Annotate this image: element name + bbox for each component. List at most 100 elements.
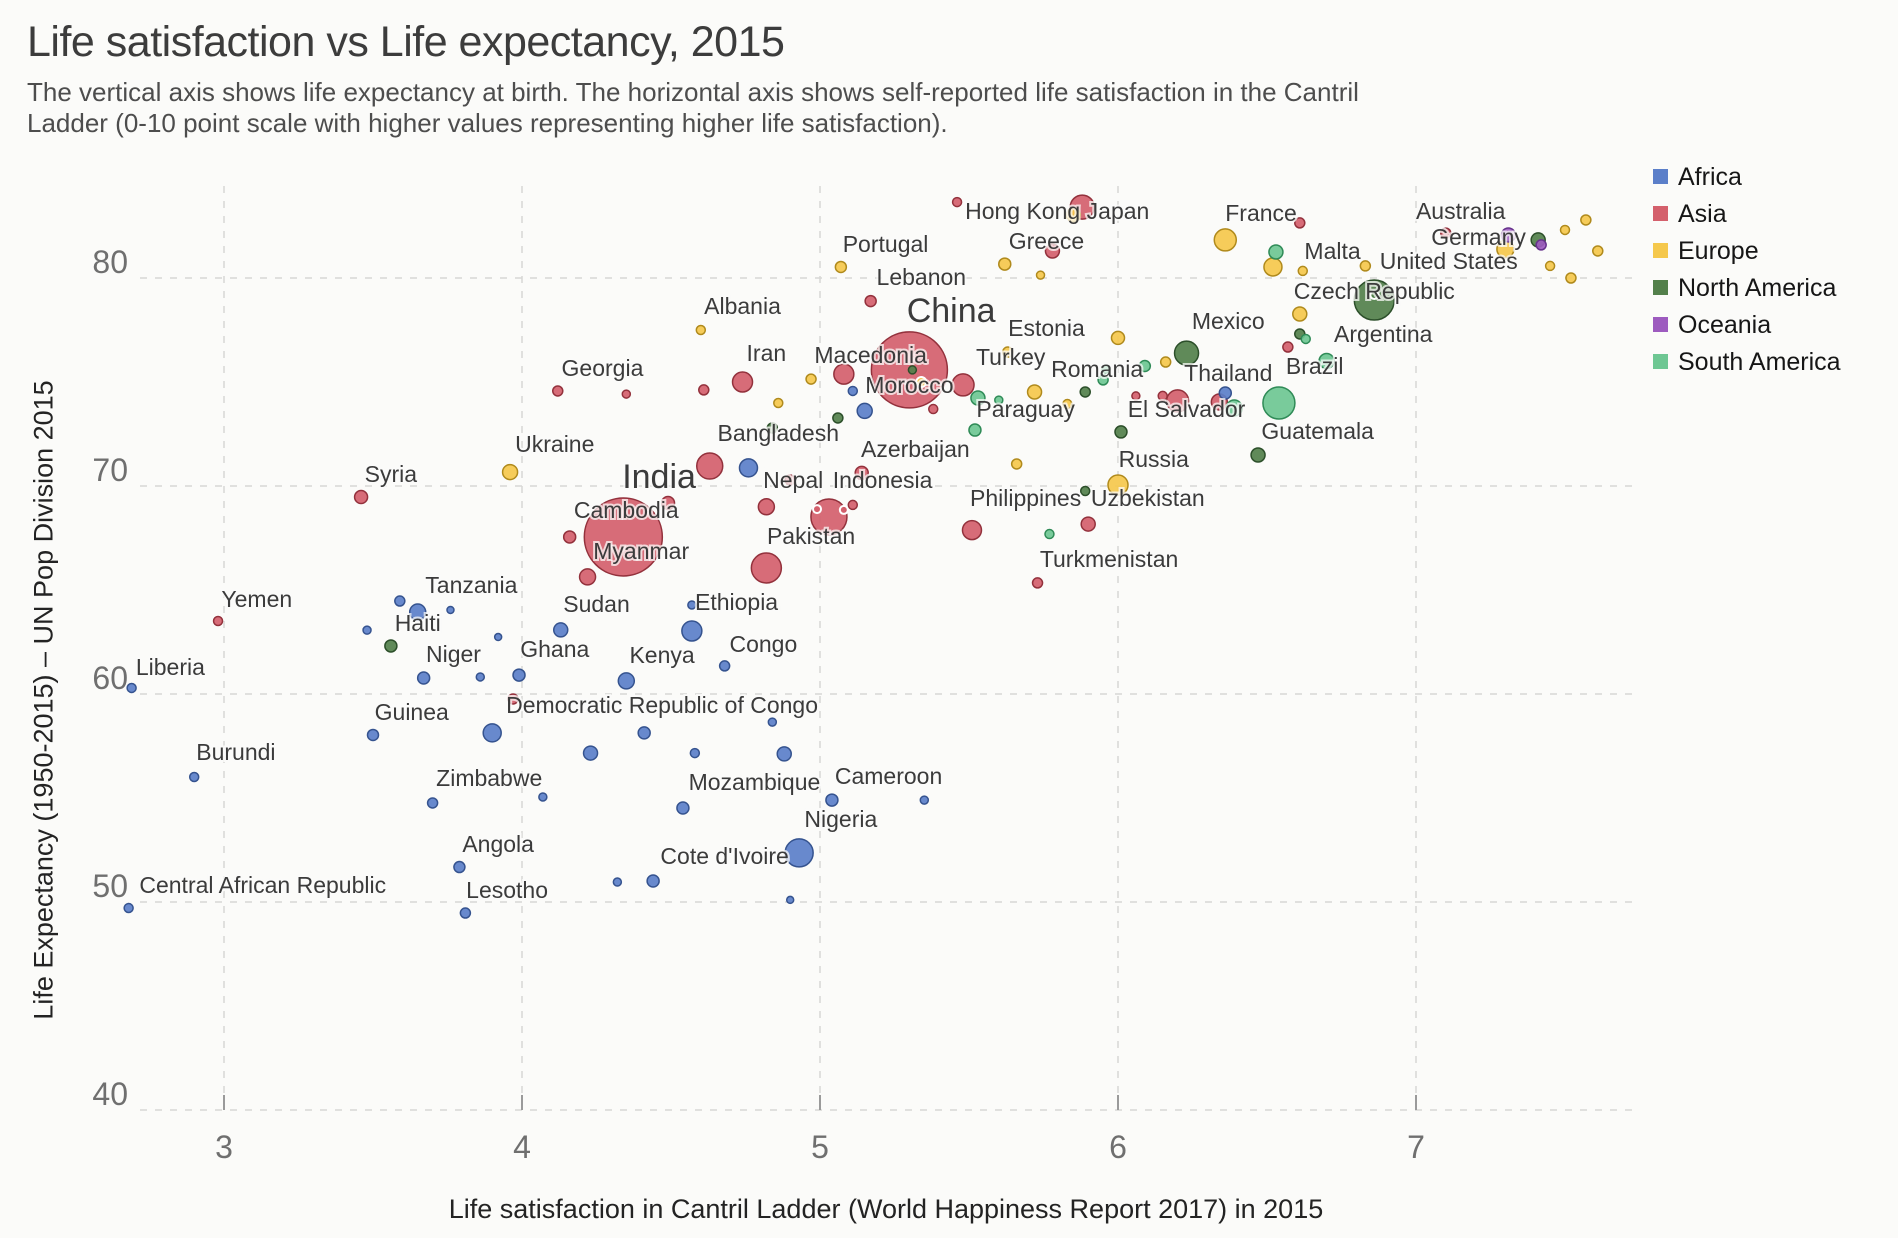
data-point-turkmenistan[interactable] bbox=[1031, 577, 1044, 589]
data-point-australia[interactable] bbox=[1500, 227, 1517, 243]
data-point[interactable] bbox=[1065, 207, 1082, 223]
data-point-niger[interactable] bbox=[416, 671, 431, 685]
data-point[interactable] bbox=[1079, 386, 1091, 398]
data-point-pakistan[interactable] bbox=[750, 552, 783, 584]
data-point-nepal[interactable] bbox=[757, 498, 776, 516]
data-point[interactable] bbox=[362, 625, 372, 635]
data-point[interactable] bbox=[1369, 290, 1380, 301]
data-point[interactable] bbox=[1565, 272, 1577, 284]
data-point[interactable] bbox=[698, 384, 710, 396]
data-point[interactable] bbox=[1157, 390, 1168, 402]
data-point[interactable] bbox=[766, 422, 779, 434]
data-point-morocco[interactable] bbox=[856, 402, 873, 420]
data-point-azerbaijan[interactable] bbox=[854, 465, 869, 481]
data-point-hong-kong[interactable] bbox=[951, 196, 963, 208]
data-point[interactable] bbox=[446, 605, 455, 615]
data-point-ethiopia[interactable] bbox=[681, 620, 703, 642]
data-point[interactable] bbox=[1225, 399, 1243, 417]
data-point[interactable] bbox=[832, 412, 844, 424]
data-point-malta[interactable] bbox=[1297, 265, 1309, 277]
data-point[interactable] bbox=[493, 632, 503, 642]
data-point-sudan[interactable] bbox=[552, 622, 569, 638]
data-point-guinea[interactable] bbox=[366, 728, 380, 742]
data-point-albania[interactable] bbox=[695, 324, 707, 336]
data-point[interactable] bbox=[785, 895, 795, 905]
data-point-czech-republic[interactable] bbox=[1292, 306, 1308, 322]
data-point-india[interactable] bbox=[583, 497, 664, 577]
data-point[interactable] bbox=[1110, 330, 1126, 346]
data-point-syria[interactable] bbox=[353, 489, 369, 505]
data-point[interactable] bbox=[394, 595, 406, 607]
data-point-ghana[interactable] bbox=[512, 668, 526, 682]
data-point-bangladesh[interactable] bbox=[695, 452, 724, 480]
data-point[interactable] bbox=[687, 600, 697, 610]
data-point-el-salvador[interactable] bbox=[1114, 425, 1128, 439]
legend-item-asia[interactable]: Asia bbox=[1653, 200, 1841, 229]
data-point[interactable] bbox=[919, 795, 930, 805]
data-point-central-african-republic[interactable] bbox=[123, 902, 134, 914]
data-point[interactable] bbox=[1263, 257, 1283, 277]
data-point-iran[interactable] bbox=[731, 371, 754, 393]
data-point-yemen[interactable] bbox=[212, 615, 224, 627]
data-point-myanmar[interactable] bbox=[578, 568, 597, 586]
data-point-georgia[interactable] bbox=[552, 385, 564, 397]
data-point-greece[interactable] bbox=[998, 257, 1012, 271]
data-point-turkey[interactable] bbox=[951, 373, 975, 397]
data-point[interactable] bbox=[1300, 333, 1311, 345]
data-point-congo[interactable] bbox=[718, 660, 731, 672]
data-point-zimbabwe[interactable] bbox=[426, 797, 439, 809]
data-point[interactable] bbox=[689, 747, 701, 759]
data-point-uzbekistan[interactable] bbox=[1080, 516, 1096, 532]
data-point[interactable] bbox=[784, 474, 796, 486]
data-point-france[interactable] bbox=[1213, 228, 1238, 252]
legend-item-europe[interactable]: Europe bbox=[1653, 237, 1841, 266]
data-point[interactable] bbox=[1062, 398, 1073, 410]
data-point[interactable] bbox=[538, 792, 548, 802]
data-point-estonia[interactable] bbox=[1001, 346, 1014, 358]
data-point-brazil[interactable] bbox=[1262, 386, 1296, 420]
data-point-guatemala[interactable] bbox=[1250, 447, 1266, 463]
legend-item-oceania[interactable]: Oceania bbox=[1653, 311, 1841, 340]
data-point[interactable] bbox=[1559, 224, 1571, 236]
data-point[interactable] bbox=[1580, 214, 1592, 226]
data-point[interactable] bbox=[1097, 374, 1109, 386]
data-point[interactable] bbox=[475, 672, 486, 682]
data-point-cameroon[interactable] bbox=[825, 793, 839, 807]
data-point[interactable] bbox=[773, 397, 784, 409]
data-point[interactable] bbox=[1294, 217, 1306, 229]
data-point[interactable] bbox=[637, 726, 651, 740]
data-point[interactable] bbox=[507, 693, 519, 705]
data-point[interactable] bbox=[767, 717, 778, 727]
legend-item-north-america[interactable]: North America bbox=[1653, 274, 1841, 303]
legend-item-africa[interactable]: Africa bbox=[1653, 163, 1841, 192]
data-point[interactable] bbox=[1440, 227, 1452, 239]
data-point[interactable] bbox=[1010, 458, 1023, 470]
data-point[interactable] bbox=[847, 385, 859, 397]
legend-item-south-america[interactable]: South America bbox=[1653, 348, 1841, 377]
data-point[interactable] bbox=[812, 504, 823, 515]
data-point[interactable] bbox=[1131, 391, 1141, 401]
data-point[interactable] bbox=[1159, 356, 1172, 368]
data-point-thailand[interactable] bbox=[1165, 389, 1190, 413]
data-point[interactable] bbox=[1268, 244, 1284, 260]
data-point[interactable] bbox=[776, 746, 792, 762]
data-point[interactable] bbox=[1535, 239, 1547, 251]
data-point-angola[interactable] bbox=[453, 860, 466, 874]
data-point[interactable] bbox=[907, 365, 918, 375]
data-point-portugal[interactable] bbox=[834, 260, 848, 274]
data-point[interactable] bbox=[927, 403, 939, 415]
data-point-philippines[interactable] bbox=[961, 519, 983, 541]
data-point-russia[interactable] bbox=[1107, 474, 1129, 496]
data-point[interactable] bbox=[1044, 528, 1055, 540]
data-point[interactable] bbox=[1282, 341, 1294, 353]
data-point-mexico[interactable] bbox=[1173, 340, 1200, 366]
data-point[interactable] bbox=[847, 499, 859, 511]
data-point-democratic-republic-of-congo[interactable] bbox=[482, 723, 502, 743]
data-point[interactable] bbox=[1544, 260, 1556, 272]
data-point[interactable] bbox=[738, 458, 759, 478]
data-point[interactable] bbox=[1592, 245, 1604, 257]
data-point-kenya[interactable] bbox=[617, 672, 636, 690]
data-point[interactable] bbox=[1079, 485, 1091, 497]
data-point[interactable] bbox=[1138, 359, 1152, 373]
data-point-nigeria[interactable] bbox=[784, 838, 814, 868]
